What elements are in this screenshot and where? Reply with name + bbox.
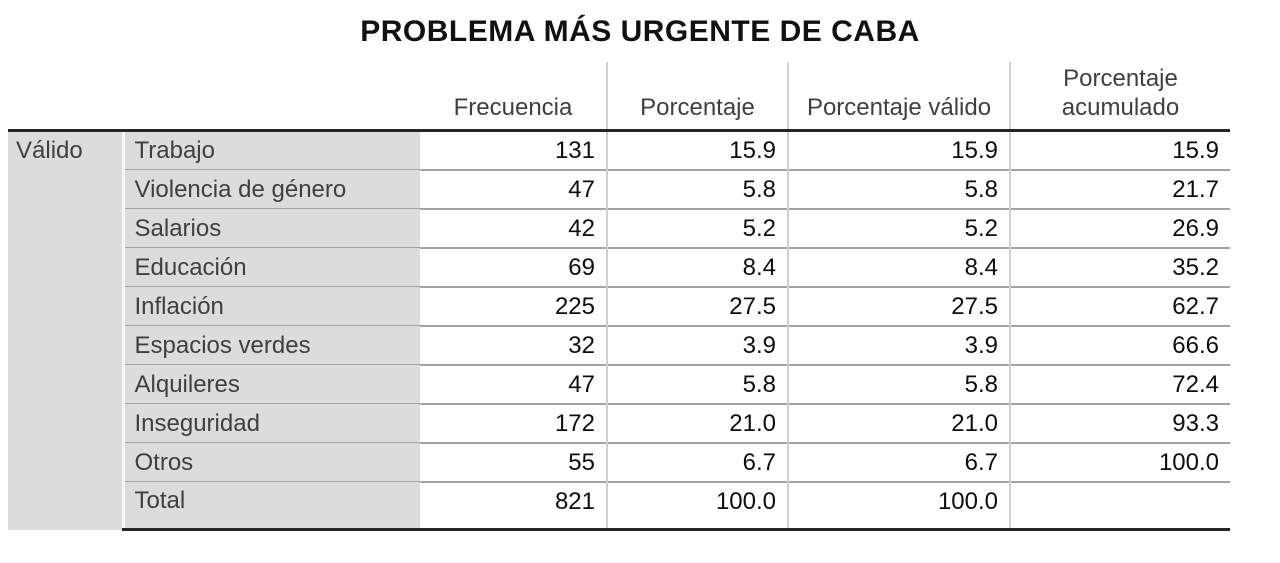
table-row: Inseguridad 172 21.0 21.0 93.3	[8, 402, 1230, 443]
cell-value: 15.9	[1009, 130, 1230, 170]
cell-value: 5.2	[787, 207, 1010, 248]
table-row: Educación 69 8.4 8.4 35.2	[8, 246, 1230, 287]
cell-value: 6.7	[606, 441, 788, 482]
row-label: Salarios	[121, 208, 420, 248]
cell-value: 172	[420, 402, 607, 443]
frequency-table: Frecuencia Porcentaje Porcentaje válido …	[8, 62, 1230, 531]
row-label: Total	[121, 481, 420, 531]
header-spacer-group	[8, 62, 123, 132]
cell-value: 72.4	[1009, 363, 1230, 404]
cell-value: 3.9	[606, 324, 788, 365]
header-spacer-label	[123, 62, 420, 132]
spss-output-page: PROBLEMA MÁS URGENTE DE CABA Frecuencia …	[8, 15, 1230, 531]
table-row: Espacios verdes 32 3.9 3.9 66.6	[8, 324, 1230, 365]
cell-value: 15.9	[787, 130, 1010, 170]
table-title: PROBLEMA MÁS URGENTE DE CABA	[360, 15, 920, 48]
cell-value: 26.9	[1009, 207, 1230, 248]
table-row: Inflación 225 27.5 27.5 62.7	[8, 285, 1230, 326]
cell-value: 42	[420, 207, 607, 248]
cell-value: 27.5	[787, 285, 1010, 326]
row-label: Educación	[121, 247, 420, 287]
cell-value: 8.4	[606, 246, 788, 287]
cell-value: 66.6	[1009, 324, 1230, 365]
row-label: Trabajo	[121, 130, 420, 170]
cell-value: 93.3	[1009, 402, 1230, 443]
row-label: Espacios verdes	[121, 325, 420, 365]
cell-value	[1009, 480, 1230, 531]
column-header-porcentaje: Porcentaje	[606, 62, 788, 132]
cell-value: 6.7	[787, 441, 1010, 482]
table-header: Frecuencia Porcentaje Porcentaje válido …	[8, 62, 1230, 132]
row-label: Otros	[121, 442, 420, 482]
cell-value: 21.0	[787, 402, 1010, 443]
cell-value: 69	[420, 246, 607, 287]
cell-value: 15.9	[606, 130, 788, 170]
table-row: Alquileres 47 5.8 5.8 72.4	[8, 363, 1230, 404]
cell-value: 100.0	[787, 480, 1010, 531]
cell-value: 35.2	[1009, 246, 1230, 287]
table-row: Válido Trabajo 131 15.9 15.9 15.9	[8, 130, 1230, 530]
cell-value: 21.0	[606, 402, 788, 443]
column-header-porcentaje-acumulado: Porcentaje acumulado	[1009, 62, 1230, 132]
cell-value: 225	[420, 285, 607, 326]
row-label: Violencia de género	[121, 169, 420, 209]
cell-value: 5.8	[787, 168, 1010, 209]
row-label: Alquileres	[121, 364, 420, 404]
table-row: Otros 55 6.7 6.7 100.0	[8, 441, 1230, 482]
cell-value: 821	[420, 480, 607, 531]
cell-value: 55	[420, 441, 607, 482]
table-row: Salarios 42 5.2 5.2 26.9	[8, 207, 1230, 248]
cell-value: 5.8	[606, 168, 788, 209]
cell-value: 62.7	[1009, 285, 1230, 326]
cell-value: 100.0	[606, 480, 788, 531]
row-label: Inseguridad	[121, 403, 420, 443]
table-row: Total 821 100.0 100.0	[8, 480, 1230, 531]
cell-value: 32	[420, 324, 607, 365]
cell-value: 5.2	[606, 207, 788, 248]
row-group-label: Válido	[8, 130, 123, 530]
cell-value: 5.8	[606, 363, 788, 404]
column-header-frecuencia: Frecuencia	[420, 62, 607, 132]
header-row: Frecuencia Porcentaje Porcentaje válido …	[8, 62, 1230, 132]
cell-value: 8.4	[787, 246, 1010, 287]
cell-value: 47	[420, 168, 607, 209]
cell-value: 27.5	[606, 285, 788, 326]
row-label: Inflación	[121, 286, 420, 326]
table-body: Válido Trabajo 131 15.9 15.9 15.9 Violencia de…	[8, 130, 1230, 531]
table-row: Violencia de género 47 5.8 5.8 21.7	[8, 168, 1230, 209]
cell-value: 5.8	[787, 363, 1010, 404]
cell-value: 21.7	[1009, 168, 1230, 209]
cell-value: 131	[420, 130, 607, 170]
column-header-porcentaje-valido: Porcentaje válido	[787, 62, 1010, 132]
cell-value: 100.0	[1009, 441, 1230, 482]
cell-value: 47	[420, 363, 607, 404]
cell-value: 3.9	[787, 324, 1010, 365]
